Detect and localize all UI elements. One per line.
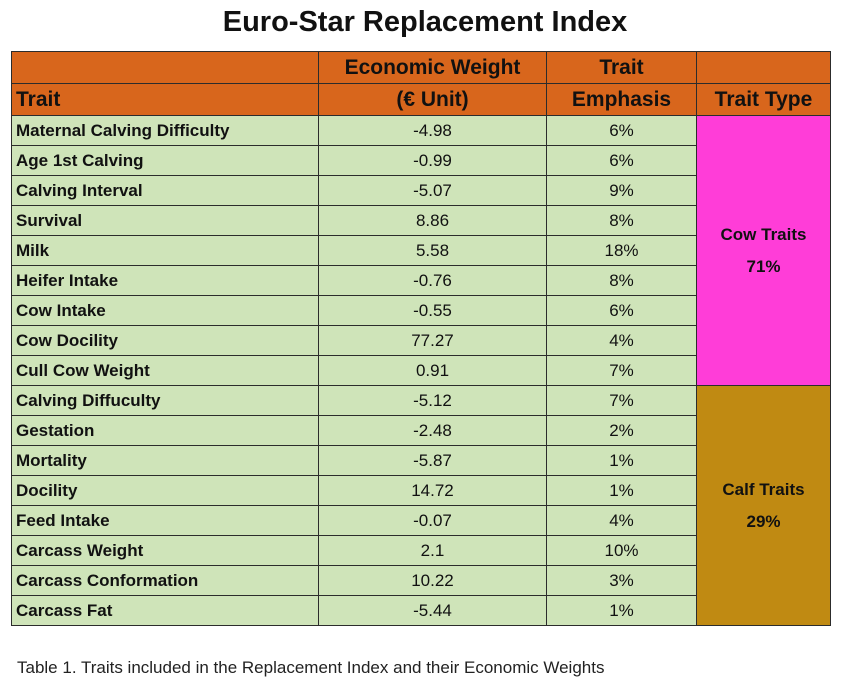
table-row: Carcass Weight 2.1 10% [11,535,831,566]
trait-emphasis-value: 1% [546,475,697,506]
header-trait: Trait [11,83,319,116]
table-body: Maternal Calving Difficulty -4.98 6% Cow Tr… [11,115,831,626]
trait-name: Maternal Calving Difficulty [11,115,319,146]
economic-weight-value: 8.86 [318,205,547,236]
calf-traits-percent: 29% [746,511,781,531]
trait-name: Age 1st Calving [11,145,319,176]
trait-emphasis-value: 8% [546,265,697,296]
economic-weight-value: -5.87 [318,445,547,476]
trait-emphasis-value: 6% [546,115,697,146]
economic-weight-value: -0.55 [318,295,547,326]
header-trait-emphasis: Trait [546,51,697,84]
table-row: Survival 8.86 8% [11,205,831,236]
table-row: Heifer Intake -0.76 8% [11,265,831,296]
trait-emphasis-value: 10% [546,535,697,566]
economic-weight-value: -0.99 [318,145,547,176]
trait-emphasis-value: 7% [546,355,697,386]
trait-name: Milk [11,235,319,266]
table-row: Carcass Fat -5.44 1% [11,595,831,626]
cow-traits-percent: 71% [746,256,781,276]
trait-name: Cow Intake [11,295,319,326]
economic-weight-value: -5.12 [318,385,547,416]
cow-traits-group: Cow Traits 71% [696,115,831,386]
table-row: Cow Docility 77.27 4% [11,325,831,356]
trait-emphasis-value: 4% [546,505,697,536]
trait-emphasis-value: 3% [546,565,697,596]
trait-emphasis-value: 8% [546,205,697,236]
table-row: Milk 5.58 18% [11,235,831,266]
table-row: Carcass Conformation 10.22 3% [11,565,831,596]
trait-name: Survival [11,205,319,236]
economic-weight-value: -5.44 [318,595,547,626]
trait-name: Carcass Weight [11,535,319,566]
table-row: Docility 14.72 1% [11,475,831,506]
trait-emphasis-value: 6% [546,295,697,326]
economic-weight-value: 0.91 [318,355,547,386]
economic-weight-value: 10.22 [318,565,547,596]
cow-traits-label: Cow Traits [720,224,807,244]
economic-weight-value: 14.72 [318,475,547,506]
header-trait-type-top [696,51,831,84]
header-emphasis: Emphasis [546,83,697,116]
trait-name: Cull Cow Weight [11,355,319,386]
table-row: Calving Interval -5.07 9% [11,175,831,206]
economic-weight-value: -4.98 [318,115,547,146]
page-title: Euro-Star Replacement Index [222,6,628,38]
economic-weight-value: -0.07 [318,505,547,536]
table-row: Gestation -2.48 2% [11,415,831,446]
economic-weight-value: -2.48 [318,415,547,446]
trait-emphasis-value: 4% [546,325,697,356]
table-row: Age 1st Calving -0.99 6% [11,145,831,176]
trait-emphasis-value: 18% [546,235,697,266]
calf-traits-label: Calf Traits [722,479,805,499]
table-row: Calving Diffuculty -5.12 7% Calf Traits 29% [11,385,831,626]
economic-weight-value: 2.1 [318,535,547,566]
table-row: Cull Cow Weight 0.91 7% [11,355,831,386]
trait-name: Carcass Fat [11,595,319,626]
trait-emphasis-value: 6% [546,145,697,176]
trait-name: Heifer Intake [11,265,319,296]
trait-emphasis-value: 9% [546,175,697,206]
economic-weight-value: 5.58 [318,235,547,266]
header-economic-weight-unit: (€ Unit) [318,83,547,116]
calf-traits-group: Calf Traits 29% [696,385,831,626]
trait-name: Carcass Conformation [11,565,319,596]
table-header: Economic Weight Trait Trait (€ Unit) Emp… [11,51,831,116]
header-trait-top [11,51,319,84]
trait-name: Calving Interval [11,175,319,206]
header-economic-weight: Economic Weight [318,51,547,84]
trait-name: Mortality [11,445,319,476]
trait-emphasis-value: 1% [546,445,697,476]
trait-name: Cow Docility [11,325,319,356]
economic-weight-value: -5.07 [318,175,547,206]
economic-weight-value: -0.76 [318,265,547,296]
trait-emphasis-value: 2% [546,415,697,446]
replacement-index-table: Economic Weight Trait Trait (€ Unit) Emp… [11,51,831,626]
trait-emphasis-value: 1% [546,595,697,626]
trait-emphasis-value: 7% [546,385,697,416]
trait-name: Docility [11,475,319,506]
trait-name: Calving Diffuculty [11,385,319,416]
trait-name: Gestation [11,415,319,446]
economic-weight-value: 77.27 [318,325,547,356]
header-trait-type: Trait Type [696,83,831,116]
table-row: Maternal Calving Difficulty -4.98 6% Cow Tr… [11,115,831,386]
table-row: Feed Intake -0.07 4% [11,505,831,536]
trait-name: Feed Intake [11,505,319,536]
table-caption: Table 1. Traits included in the Replacem… [17,658,605,677]
